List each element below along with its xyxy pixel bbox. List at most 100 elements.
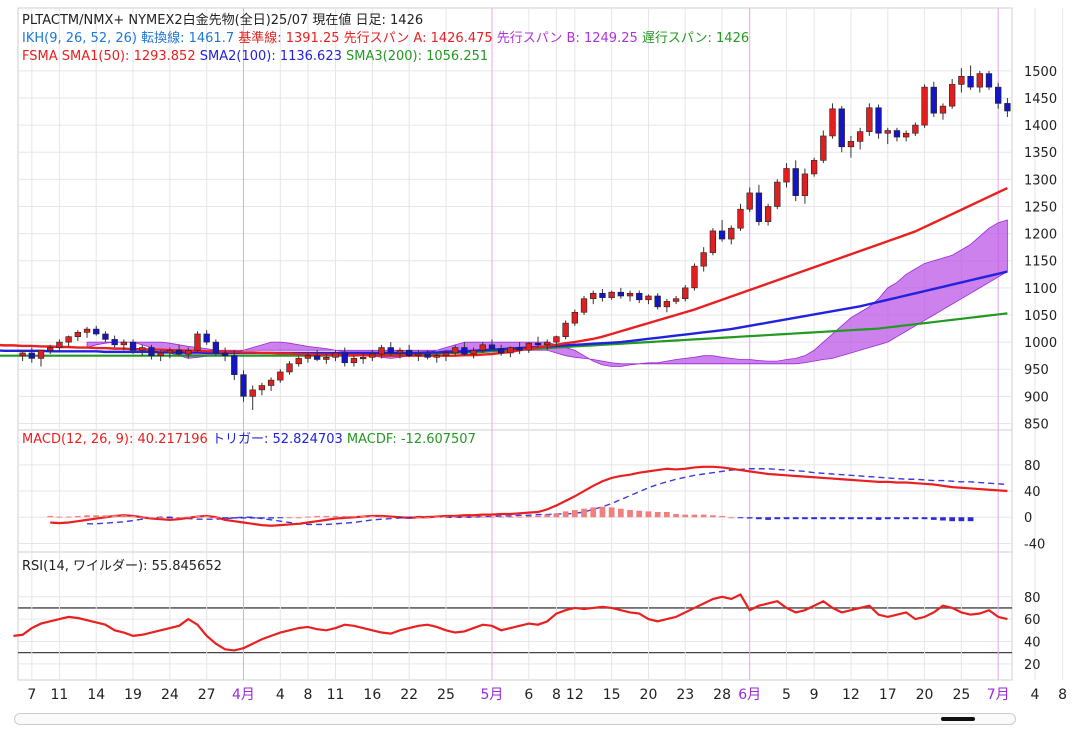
date-tick-label: 8: [303, 687, 312, 703]
candle-body: [203, 333, 210, 343]
macd-histogram-bar: [286, 517, 293, 519]
candle-body: [553, 336, 560, 343]
candle-body: [415, 353, 422, 356]
macd-histogram-bar: [397, 517, 403, 519]
candle-body: [636, 292, 643, 301]
candle-body: [958, 75, 965, 85]
candle-body: [332, 352, 339, 358]
candle-body: [350, 358, 358, 364]
macd-histogram-bar: [351, 515, 357, 518]
macd-histogram-bar: [93, 515, 100, 518]
candle-body: [267, 379, 275, 386]
macdf-text: MACDF: -12.607507: [347, 432, 476, 447]
date-tick-label: 5: [782, 687, 791, 703]
macd-histogram-bar: [249, 517, 256, 519]
macd-histogram-bar: [691, 514, 698, 518]
macd-histogram-bar: [783, 517, 790, 520]
macd-histogram-bar: [479, 516, 486, 518]
date-tick-label: 24: [161, 687, 179, 703]
macd-histogram-bar: [829, 517, 836, 520]
candle-body: [728, 227, 735, 240]
macd-histogram-bar: [912, 517, 919, 520]
macd-histogram-bar: [203, 515, 210, 518]
candle-body: [534, 342, 542, 346]
date-tick-label: 12: [842, 687, 860, 703]
macd-histogram-bar: [682, 514, 689, 518]
rsi-tick-label: 40: [1024, 635, 1041, 650]
date-tick-label: 28: [713, 687, 731, 703]
candle-body: [645, 295, 652, 301]
macd-histogram-bar: [489, 516, 495, 518]
sma1-text: FSMA SMA1(50): 1293.852: [22, 49, 200, 64]
candle-body: [442, 352, 450, 356]
macd-histogram-bar: [930, 517, 937, 520]
macd-histogram-bar: [820, 517, 827, 520]
candle-body: [341, 352, 348, 364]
rsi-tick-label: 60: [1024, 613, 1041, 628]
macd-histogram-bar: [884, 517, 891, 520]
date-tick-label: 17: [879, 687, 897, 703]
macd-histogram-bar: [525, 515, 532, 518]
chikou-text: 遅行スパン: 1426: [642, 31, 749, 46]
price-tick-label: 1050: [1024, 309, 1057, 324]
macd-header: MACD(12, 26, 9): 40.217196 トリガー: 52.8247…: [22, 432, 476, 447]
macd-histogram-bar: [737, 517, 744, 519]
candle-body: [820, 135, 827, 161]
date-tick-label: 23: [676, 687, 694, 703]
candle-body: [498, 348, 505, 354]
horizontal-scrollbar[interactable]: [14, 713, 1016, 725]
candle-body: [369, 353, 376, 358]
axis-layer: 8509009501000105011001150120012501300135…: [27, 65, 1067, 703]
candle-body: [1004, 103, 1011, 112]
candle-body: [866, 107, 873, 132]
candle-body: [295, 358, 302, 365]
macd-histogram-bar: [571, 510, 578, 518]
sma3-line: [0, 312, 1008, 357]
macd-histogram-bar: [277, 517, 284, 519]
macd-histogram-bar: [700, 514, 707, 518]
price-tick-label: 1000: [1024, 336, 1057, 351]
candle-body: [590, 292, 597, 300]
candle-body: [286, 363, 293, 373]
macd-histogram-bar: [581, 508, 587, 518]
scrollbar-thumb[interactable]: [941, 717, 975, 721]
macd-histogram-bar: [811, 517, 817, 520]
macd-histogram-bar: [544, 514, 551, 518]
candle-body: [433, 355, 440, 358]
date-tick-label: 6: [524, 687, 533, 703]
macd-histogram-bar: [535, 515, 541, 518]
macd-layer: [47, 506, 974, 522]
price-tick-label: 1200: [1024, 228, 1057, 243]
candle-body: [525, 342, 532, 351]
candle-body: [580, 298, 588, 313]
macd-histogram-bar: [305, 516, 311, 518]
macd-histogram-bar: [268, 517, 274, 519]
date-tick-label: 19: [124, 687, 142, 703]
macd-histogram-bar: [74, 515, 81, 518]
price-tick-label: 1300: [1024, 173, 1057, 188]
candle-body: [967, 75, 974, 88]
candle-body: [313, 355, 321, 360]
rsi-line: [13, 593, 1008, 652]
date-tick-label: 8: [1058, 687, 1067, 703]
candle-body: [746, 192, 753, 210]
macd-line: [50, 465, 1008, 527]
macd-histogram-bar: [940, 517, 946, 521]
macd-histogram-bar: [65, 516, 72, 518]
candle-body: [406, 349, 413, 356]
macd-histogram-bar: [167, 517, 173, 519]
macd-histogram-bar: [47, 515, 54, 518]
candle-body: [231, 355, 238, 375]
candle-body: [194, 333, 201, 351]
macd-histogram-bar: [369, 515, 376, 518]
candle-body: [461, 347, 468, 355]
macd-histogram-bar: [176, 517, 182, 519]
macd-histogram-bar: [120, 515, 127, 518]
macd-histogram-bar: [323, 515, 330, 518]
date-tick-label: 25: [437, 687, 455, 703]
candle-body: [737, 208, 744, 229]
candle-body: [893, 130, 901, 138]
candle-body: [995, 86, 1002, 104]
